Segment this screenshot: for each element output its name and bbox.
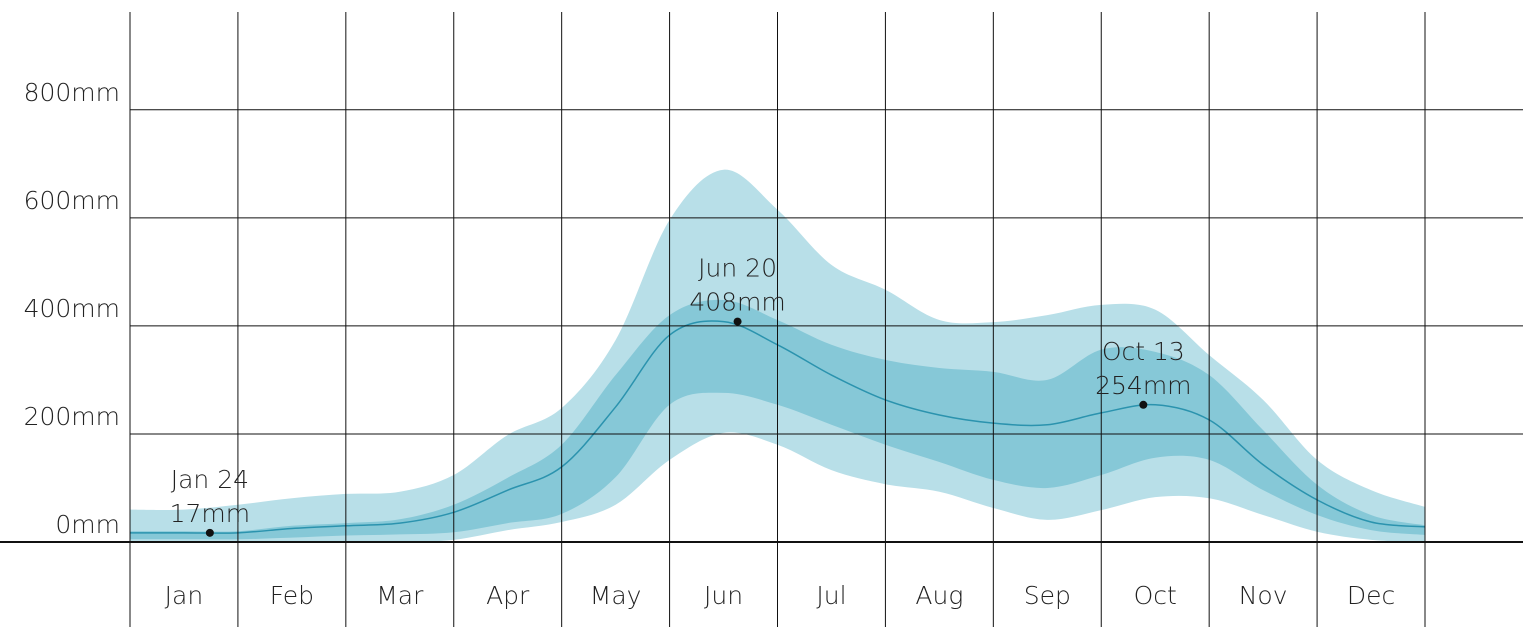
x-tick-label: Aug	[915, 581, 963, 610]
x-tick-label: Sep	[1024, 581, 1071, 610]
y-tick-label: 600mm	[24, 186, 120, 215]
annotation-date: Oct 13	[1102, 337, 1185, 366]
y-tick-label: 400mm	[24, 294, 120, 323]
annotation-point	[1139, 400, 1148, 409]
x-tick-label: Apr	[486, 581, 530, 610]
x-tick-label: Mar	[376, 581, 424, 610]
x-tick-label: May	[590, 581, 642, 610]
y-tick-label: 0mm	[55, 510, 120, 539]
x-tick-label: Feb	[270, 581, 314, 610]
x-tick-label: Nov	[1239, 581, 1288, 610]
y-tick-label: 200mm	[24, 402, 120, 431]
x-tick-label: Oct	[1134, 581, 1177, 610]
annotation-point	[733, 317, 742, 326]
annotation-date: Jun 20	[698, 254, 777, 283]
x-tick-label: Jul	[816, 581, 846, 610]
annotation-date: Jan 24	[171, 465, 249, 494]
annotation-point	[205, 528, 214, 537]
x-tick-label: Dec	[1347, 581, 1395, 610]
y-tick-label: 800mm	[24, 78, 120, 107]
x-tick-label: Jan	[165, 581, 204, 610]
x-tick-label: Jun	[704, 581, 743, 610]
annotation-value: 408mm	[689, 288, 785, 317]
annotation-value: 17mm	[170, 499, 251, 528]
annotation-value: 254mm	[1095, 371, 1191, 400]
